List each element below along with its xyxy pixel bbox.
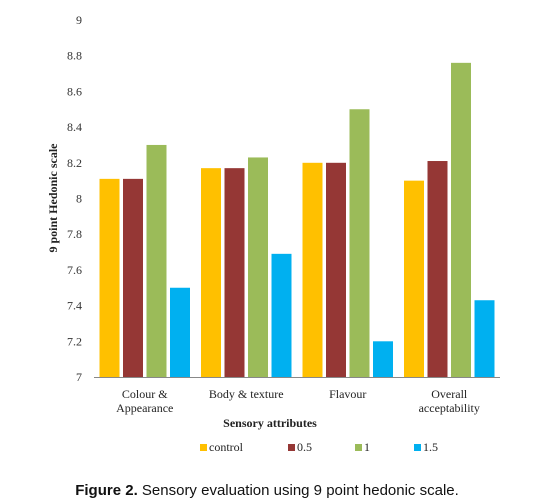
- y-tick-label: 8.8: [67, 49, 82, 63]
- legend-swatch-1: [355, 444, 362, 451]
- bar-0-5-1: [224, 168, 245, 377]
- legend-label: 1.5: [423, 440, 438, 454]
- y-tick-label: 8: [76, 192, 82, 206]
- legend-swatch-control: [200, 444, 207, 451]
- legend-swatch-1-5: [414, 444, 421, 451]
- bar-1-3: [451, 62, 471, 378]
- bar-chart: 7 7.2 7.4 7.6 7.8 8 8.2 8.4 8.6 8.8 9 Colour &Appea…: [46, 13, 500, 454]
- bar-0-5-3: [427, 161, 448, 377]
- legend-label: 0.5: [297, 440, 312, 454]
- bar-control-3: [404, 180, 424, 377]
- y-tick-label: 8.6: [67, 84, 82, 98]
- bar-1-5-0: [170, 287, 190, 377]
- y-tick-label: 8.2: [67, 156, 82, 170]
- x-category-label: acceptability: [419, 401, 480, 415]
- legend-label: 1: [364, 440, 370, 454]
- caption-label: Figure 2.: [75, 482, 138, 499]
- x-category-label: Body & texture: [209, 387, 284, 401]
- bar-0-5-2: [326, 162, 346, 377]
- x-category-label: Appearance: [116, 401, 173, 415]
- bar-1-1: [248, 157, 268, 377]
- bar-1-5-2: [373, 341, 393, 377]
- bar-1-5-3: [474, 300, 495, 377]
- caption-text: Sensory evaluation using 9 point hedonic…: [141, 482, 459, 499]
- y-tick-label: 7: [76, 370, 82, 384]
- x-axis-title: Sensory attributes: [223, 416, 317, 430]
- x-category-label: Flavour: [329, 387, 366, 401]
- legend-label: control: [209, 440, 244, 454]
- y-tick-label: 7.6: [67, 263, 82, 277]
- chart-area: 7 7.2 7.4 7.6 7.8 8 8.2 8.4 8.6 8.8 9 Colour & Appea…: [46, 13, 500, 454]
- y-tick-label: 7.4: [67, 299, 82, 313]
- figure-caption: Figure 2. Sensory evaluation using 9 poi…: [0, 482, 534, 499]
- bar-1-5-1: [271, 253, 292, 377]
- y-tick-label: 8.4: [67, 120, 82, 134]
- bar-control-0: [99, 178, 120, 377]
- y-tick-label: 7.2: [67, 334, 82, 348]
- bar-1-0: [146, 144, 167, 377]
- legend-swatch-0-5: [288, 444, 295, 451]
- bar-1-2: [349, 109, 370, 377]
- y-tick-label: 9: [76, 13, 82, 27]
- bar-control-1: [201, 168, 221, 377]
- y-tick-label: 7.8: [67, 227, 82, 241]
- x-category-label: Overall: [431, 387, 468, 401]
- y-axis-title: 9 point Hedonic scale: [46, 143, 60, 253]
- x-category-label: Colour &: [122, 387, 168, 401]
- bar-0-5-0: [123, 178, 143, 377]
- bar-control-2: [302, 162, 323, 377]
